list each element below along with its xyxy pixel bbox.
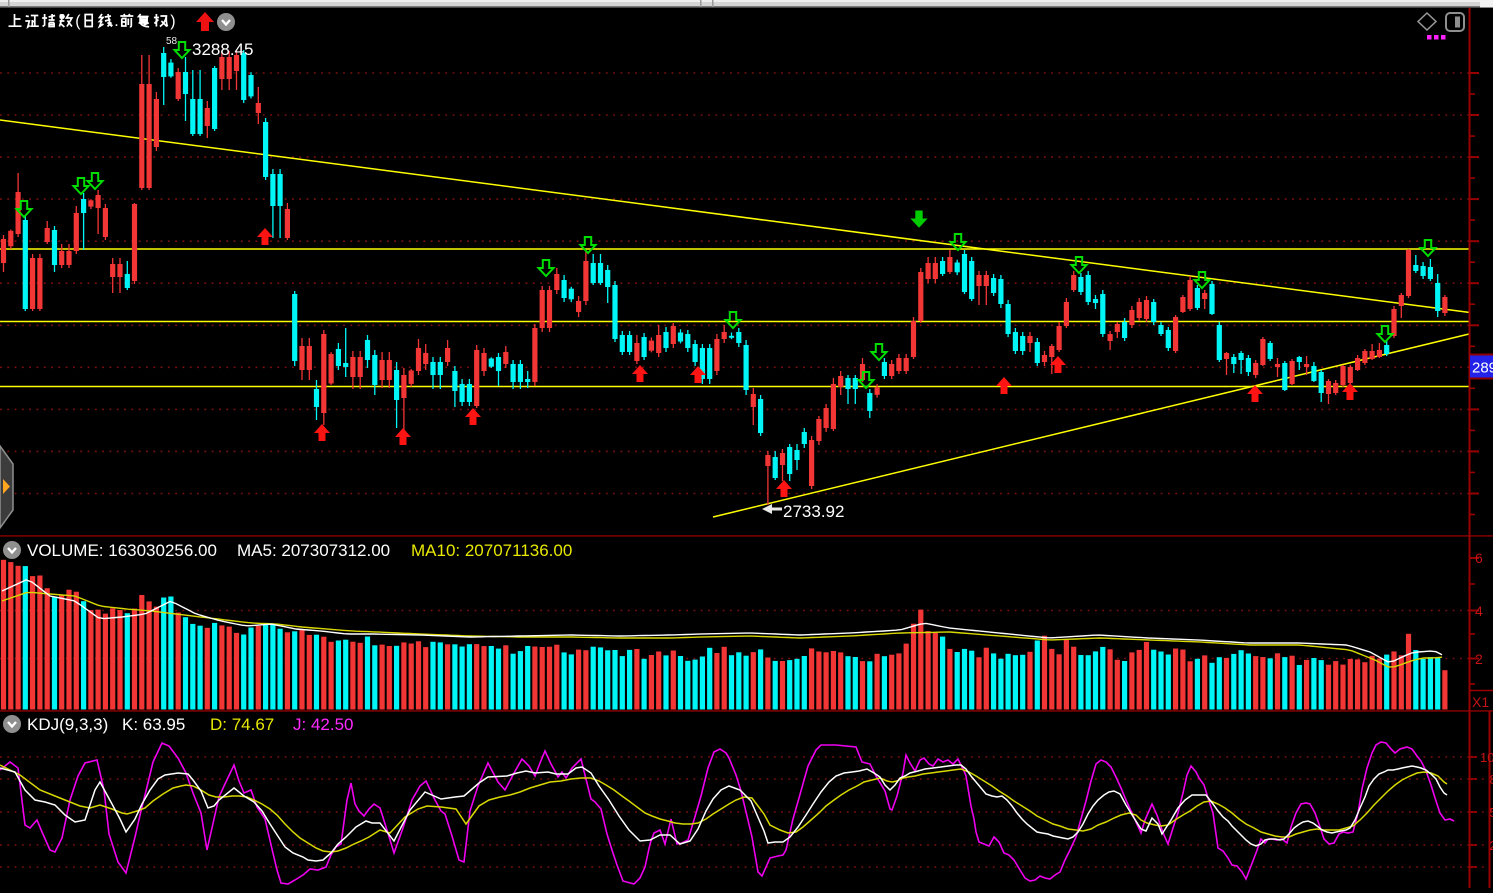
- svg-text:4: 4: [1475, 603, 1483, 619]
- svg-text:D: 74.67: D: 74.67: [210, 715, 274, 734]
- svg-text:MA5: 207307312.00: MA5: 207307312.00: [237, 541, 390, 560]
- svg-text:X1: X1: [1472, 694, 1489, 710]
- svg-text:J: 42.50: J: 42.50: [293, 715, 354, 734]
- svg-text:(: (: [75, 13, 81, 30]
- svg-text:58: 58: [166, 36, 178, 47]
- svg-text:6: 6: [1475, 550, 1483, 566]
- svg-text:.: .: [114, 13, 118, 30]
- svg-text:K: 63.95: K: 63.95: [122, 715, 185, 734]
- svg-text:80: 80: [1490, 772, 1493, 787]
- svg-text:50: 50: [1490, 805, 1493, 820]
- svg-text:KDJ(9,3,3): KDJ(9,3,3): [27, 715, 108, 734]
- svg-text:3288.45: 3288.45: [192, 40, 253, 59]
- svg-text:MA10: 207071136.00: MA10: 207071136.00: [411, 541, 572, 560]
- svg-text:VOLUME: 163030256.00: VOLUME: 163030256.00: [27, 541, 217, 560]
- svg-text:289: 289: [1472, 360, 1493, 377]
- svg-text:2: 2: [1475, 651, 1483, 667]
- svg-text:2733.92: 2733.92: [783, 502, 844, 521]
- svg-text:20: 20: [1490, 838, 1493, 853]
- svg-text:): ): [170, 13, 175, 30]
- svg-text:100: 100: [1480, 750, 1493, 765]
